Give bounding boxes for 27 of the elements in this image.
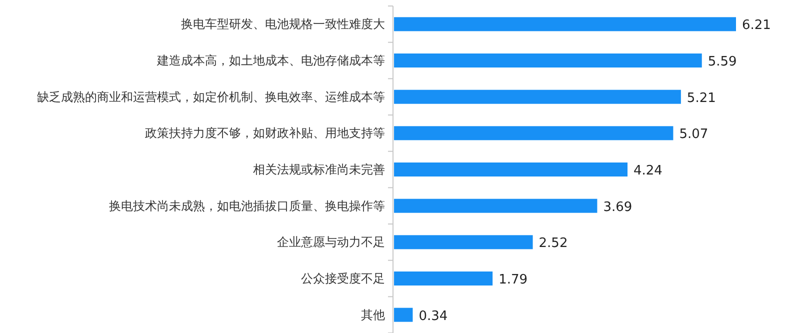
bar — [394, 162, 628, 176]
bar — [394, 235, 533, 250]
y-tick-label: 企业意愿与动力不足 — [277, 235, 385, 250]
data-label: 4.24 — [634, 164, 662, 178]
data-label: 1.79 — [498, 272, 528, 288]
y-tick-label: 公众接受度不足 — [301, 272, 385, 286]
y-tick-label: 建造成本高，如土地成本、电池存储成本等 — [156, 54, 385, 68]
y-tick-label: 其他 — [361, 308, 385, 322]
bar — [394, 54, 702, 68]
data-label: 2.52 — [538, 236, 568, 252]
y-tick-label: 换电技术尚未成熟，如电池插拔口质量、换电操作等 — [109, 198, 385, 213]
data-label: 0.34 — [418, 308, 448, 324]
bar — [394, 198, 598, 213]
data-label: 6.21 — [742, 18, 771, 34]
bar — [394, 272, 493, 286]
y-tick-label: 缺乏成熟的商业和运营模式，如定价机制、换电效率、运维成本等 — [37, 90, 385, 104]
data-label: 5.21 — [686, 90, 716, 106]
bar — [394, 126, 674, 140]
y-tick-label: 换电车型研发、电池规格一致性难度大 — [181, 17, 385, 32]
data-label: 5.07 — [679, 127, 708, 142]
bar — [394, 17, 736, 32]
bar — [394, 308, 413, 322]
data-label: 5.59 — [708, 54, 737, 70]
y-tick-label: 相关法规或标准尚未完善 — [253, 162, 385, 176]
bar — [394, 90, 681, 104]
data-label: 3.69 — [603, 200, 632, 215]
y-tick-label: 政策扶持力度不够，如财政补贴、用地支持等 — [145, 126, 385, 140]
